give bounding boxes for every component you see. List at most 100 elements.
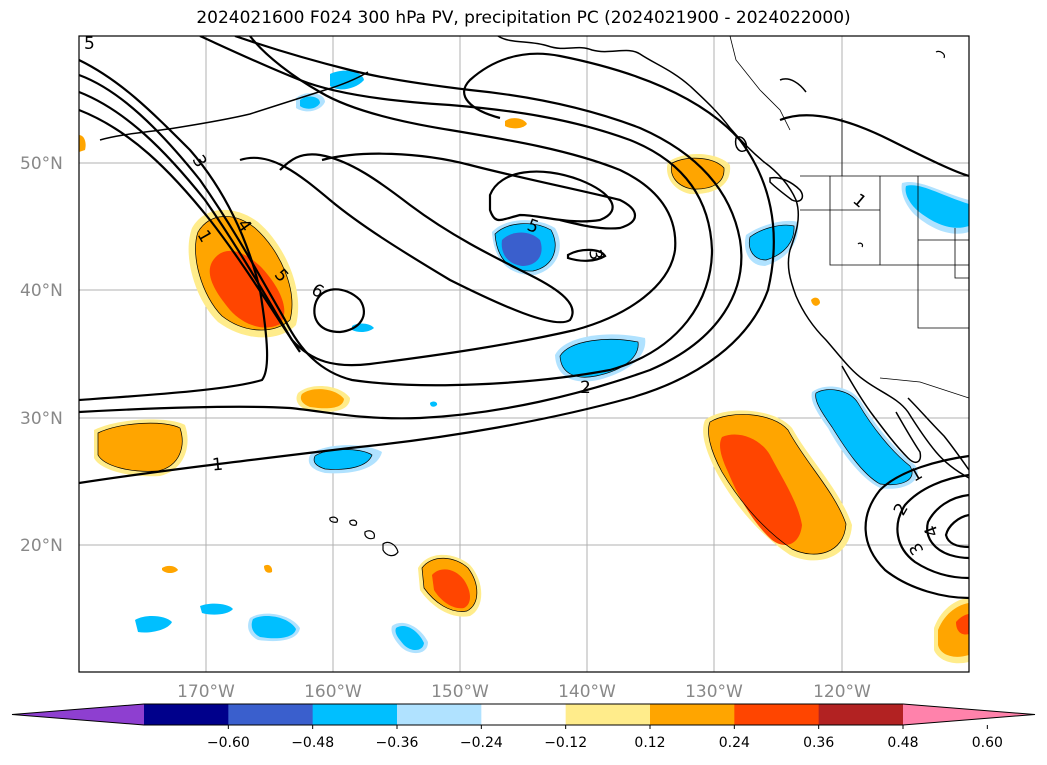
map-frame-background xyxy=(79,36,969,672)
contour-label-10: 1 xyxy=(211,455,224,476)
anomaly-outlines xyxy=(97,157,913,612)
anomaly-pos-bc xyxy=(671,158,725,190)
anomaly-neg-sw-c xyxy=(200,603,233,615)
anomaly-pos-subtropical-core xyxy=(720,434,802,545)
border-alaska-canada xyxy=(729,36,791,131)
pv-contour-1 xyxy=(79,52,775,485)
coast-aleutian-chain xyxy=(99,71,369,141)
anomaly-outline-baja xyxy=(815,389,913,486)
lon-label-160w: 160°W xyxy=(304,682,362,702)
map-border xyxy=(78,35,970,673)
anomaly-pos-gulf-small xyxy=(505,118,527,129)
contour-label-8: 3 xyxy=(584,248,606,262)
anomaly-neg-alaska-a xyxy=(330,70,364,90)
colorbar-tick-label: 0.36 xyxy=(803,735,834,751)
colorbar-tick-label: 0.48 xyxy=(887,735,918,751)
pv-contour-14 xyxy=(896,473,969,580)
colorbar-segment xyxy=(312,704,398,725)
colorbar-segment xyxy=(818,704,904,725)
lon-label-120w: 120°W xyxy=(813,682,871,702)
colorbar-extend-low xyxy=(12,704,144,725)
anomaly-pos-tiny-2 xyxy=(264,564,273,573)
island-kauai xyxy=(329,516,339,523)
colorbar-segment xyxy=(565,704,651,725)
pv-contour-4 xyxy=(79,36,714,387)
contour-label-bg-1 xyxy=(82,36,96,52)
anomaly-neg-pnw xyxy=(749,225,795,260)
islands xyxy=(329,50,945,557)
anomaly-outline-pnw xyxy=(748,224,795,261)
colorbar-tick-label: 0.60 xyxy=(972,735,1003,751)
colorbar: −0.60 −0.48 −0.36 −0.24 −0.12 0.12 0.24 0.36 0.4… xyxy=(11,703,1036,751)
map-title: 2024021600 F024 300 hPa PV, precipitatio… xyxy=(196,8,851,28)
political-borders xyxy=(729,36,969,399)
anomaly-outline-subtropical xyxy=(708,414,847,555)
pv-contour-8 xyxy=(321,152,637,230)
negative-precip-anomalies xyxy=(135,70,969,654)
colorbar-segment xyxy=(144,704,229,725)
border-states-a xyxy=(829,176,969,266)
anomaly-pos-aleutian-core xyxy=(209,250,285,328)
anomaly-neg-small-c xyxy=(314,449,372,470)
pv-contour-16 xyxy=(944,513,969,549)
colorbar-segment xyxy=(734,704,820,725)
lon-label-130w: 130°W xyxy=(685,682,743,702)
pv-contour-11 xyxy=(566,248,607,262)
border-states-c xyxy=(917,176,969,329)
anomaly-neg-sw-a xyxy=(251,616,296,639)
colorbar-tick-label: 0.12 xyxy=(634,735,665,751)
coast-alaska-mainland xyxy=(497,36,969,479)
island-maui xyxy=(364,530,375,540)
pv-contour-2 xyxy=(79,36,743,420)
anomaly-neg-baja xyxy=(815,389,913,485)
pv-contour-5 xyxy=(79,36,677,367)
anomaly-outline-westhi xyxy=(97,422,183,472)
coastlines xyxy=(99,36,969,479)
positive-precip-anomalies xyxy=(79,118,969,664)
anomaly-outline-small-c xyxy=(313,449,373,470)
anomaly-pos-edge-left xyxy=(79,135,86,152)
lon-label-170w: 170°W xyxy=(177,682,235,702)
lat-label-50n: 50°N xyxy=(20,154,63,174)
lat-label-20n: 20°N xyxy=(20,536,63,556)
anomaly-neg-tiny-d xyxy=(430,401,438,407)
lat-label-40n: 40°N xyxy=(20,281,63,301)
colorbar-segment xyxy=(650,704,735,725)
pv-contour-12 xyxy=(779,114,969,178)
anomaly-outline-hawaii xyxy=(421,557,478,612)
coast-mexico-mainland xyxy=(907,397,969,471)
anomaly-neg-sw-d xyxy=(395,625,424,651)
island-channel-2 xyxy=(935,50,945,59)
island-oahu xyxy=(349,519,358,526)
pv-contour-13 xyxy=(864,454,969,600)
anomaly-outline-aleutian xyxy=(195,216,293,331)
pv-contour-15 xyxy=(926,493,969,560)
anomaly-neg-sw-b xyxy=(135,616,172,633)
contour-label-1: 5 xyxy=(84,34,95,54)
colorbar-segment xyxy=(481,704,567,725)
pv-contour-10 xyxy=(313,288,365,334)
colorbar-segment xyxy=(228,704,314,725)
anomaly-pos-tiny-1 xyxy=(162,565,178,573)
anomaly-neg-gulf-core xyxy=(501,232,542,266)
anomaly-neg-alaska-b-mid xyxy=(300,96,320,109)
colorbar-tick-label: −0.36 xyxy=(376,735,419,751)
colorbar-segment xyxy=(397,704,482,725)
coast-vancouver-island xyxy=(769,176,804,202)
anomaly-pos-small-a-mid xyxy=(300,389,344,409)
border-states-e xyxy=(954,228,969,279)
anomaly-pos-hawaii-core xyxy=(432,569,470,609)
anomaly-pos-tiny-3 xyxy=(811,297,820,306)
lon-label-140w: 140°W xyxy=(558,682,616,702)
anomaly-outline-gulf xyxy=(494,223,556,272)
lon-label-150w: 150°W xyxy=(431,682,489,702)
anomaly-pos-mexico-core xyxy=(956,614,969,635)
colorbar-tick-label: −0.12 xyxy=(544,735,587,751)
pv-contour-7 xyxy=(239,153,574,324)
anomaly-pos-westhi xyxy=(98,423,183,472)
colorbar-tick-label: −0.60 xyxy=(207,735,250,751)
colorbar-tick-label: −0.48 xyxy=(291,735,334,751)
border-us-mexico xyxy=(879,377,969,399)
anomaly-pos-mexico xyxy=(938,603,969,657)
